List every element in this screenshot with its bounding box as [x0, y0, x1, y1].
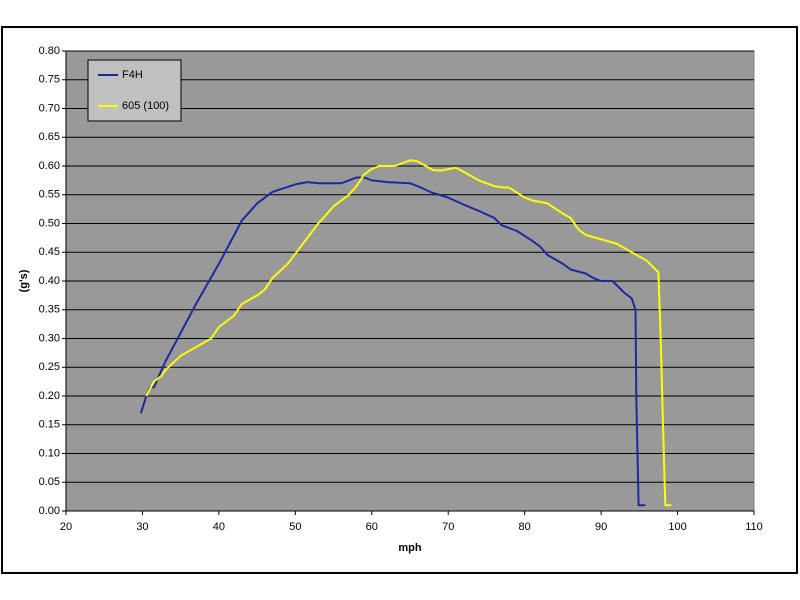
- y-tick-label: 0.40: [39, 275, 60, 287]
- y-tick-label: 0.05: [39, 476, 60, 488]
- x-tick-label: 90: [595, 521, 607, 533]
- x-tick-label: 40: [213, 521, 225, 533]
- y-tick-label: 0.50: [39, 217, 60, 229]
- y-tick-label: 0.45: [39, 246, 60, 258]
- y-tick-label: 0.65: [39, 131, 60, 143]
- y-tick-label: 0.55: [39, 189, 60, 201]
- y-tick-label: 0.75: [39, 74, 60, 86]
- y-tick-label: 0.30: [39, 332, 60, 344]
- x-tick-label: 50: [289, 521, 301, 533]
- legend-label: F4H: [122, 69, 143, 81]
- y-tick-label: 0.35: [39, 304, 60, 316]
- x-tick-label: 30: [136, 521, 148, 533]
- legend-box: [87, 59, 182, 122]
- y-axis-title: (g's): [18, 269, 30, 292]
- y-tick-label: 0.15: [39, 419, 60, 431]
- x-tick-label: 80: [519, 521, 531, 533]
- series-line: [145, 159, 672, 507]
- x-tick-label: 110: [745, 521, 763, 533]
- x-axis-title: mph: [398, 542, 422, 554]
- y-tick-label: 0.00: [39, 505, 60, 517]
- y-tick-label: 0.70: [39, 102, 60, 114]
- x-tick-label: 100: [668, 521, 686, 533]
- y-tick-label: 0.60: [39, 160, 60, 172]
- legend-label: 605 (100): [122, 100, 169, 112]
- x-tick-label: 60: [366, 521, 378, 533]
- y-tick-label: 0.20: [39, 390, 60, 402]
- x-tick-label: 70: [442, 521, 454, 533]
- series-line: [139, 176, 646, 507]
- y-tick-label: 0.10: [39, 447, 60, 459]
- x-tick-label: 20: [60, 521, 72, 533]
- y-tick-label: 0.80: [39, 45, 60, 57]
- y-tick-label: 0.25: [39, 361, 60, 373]
